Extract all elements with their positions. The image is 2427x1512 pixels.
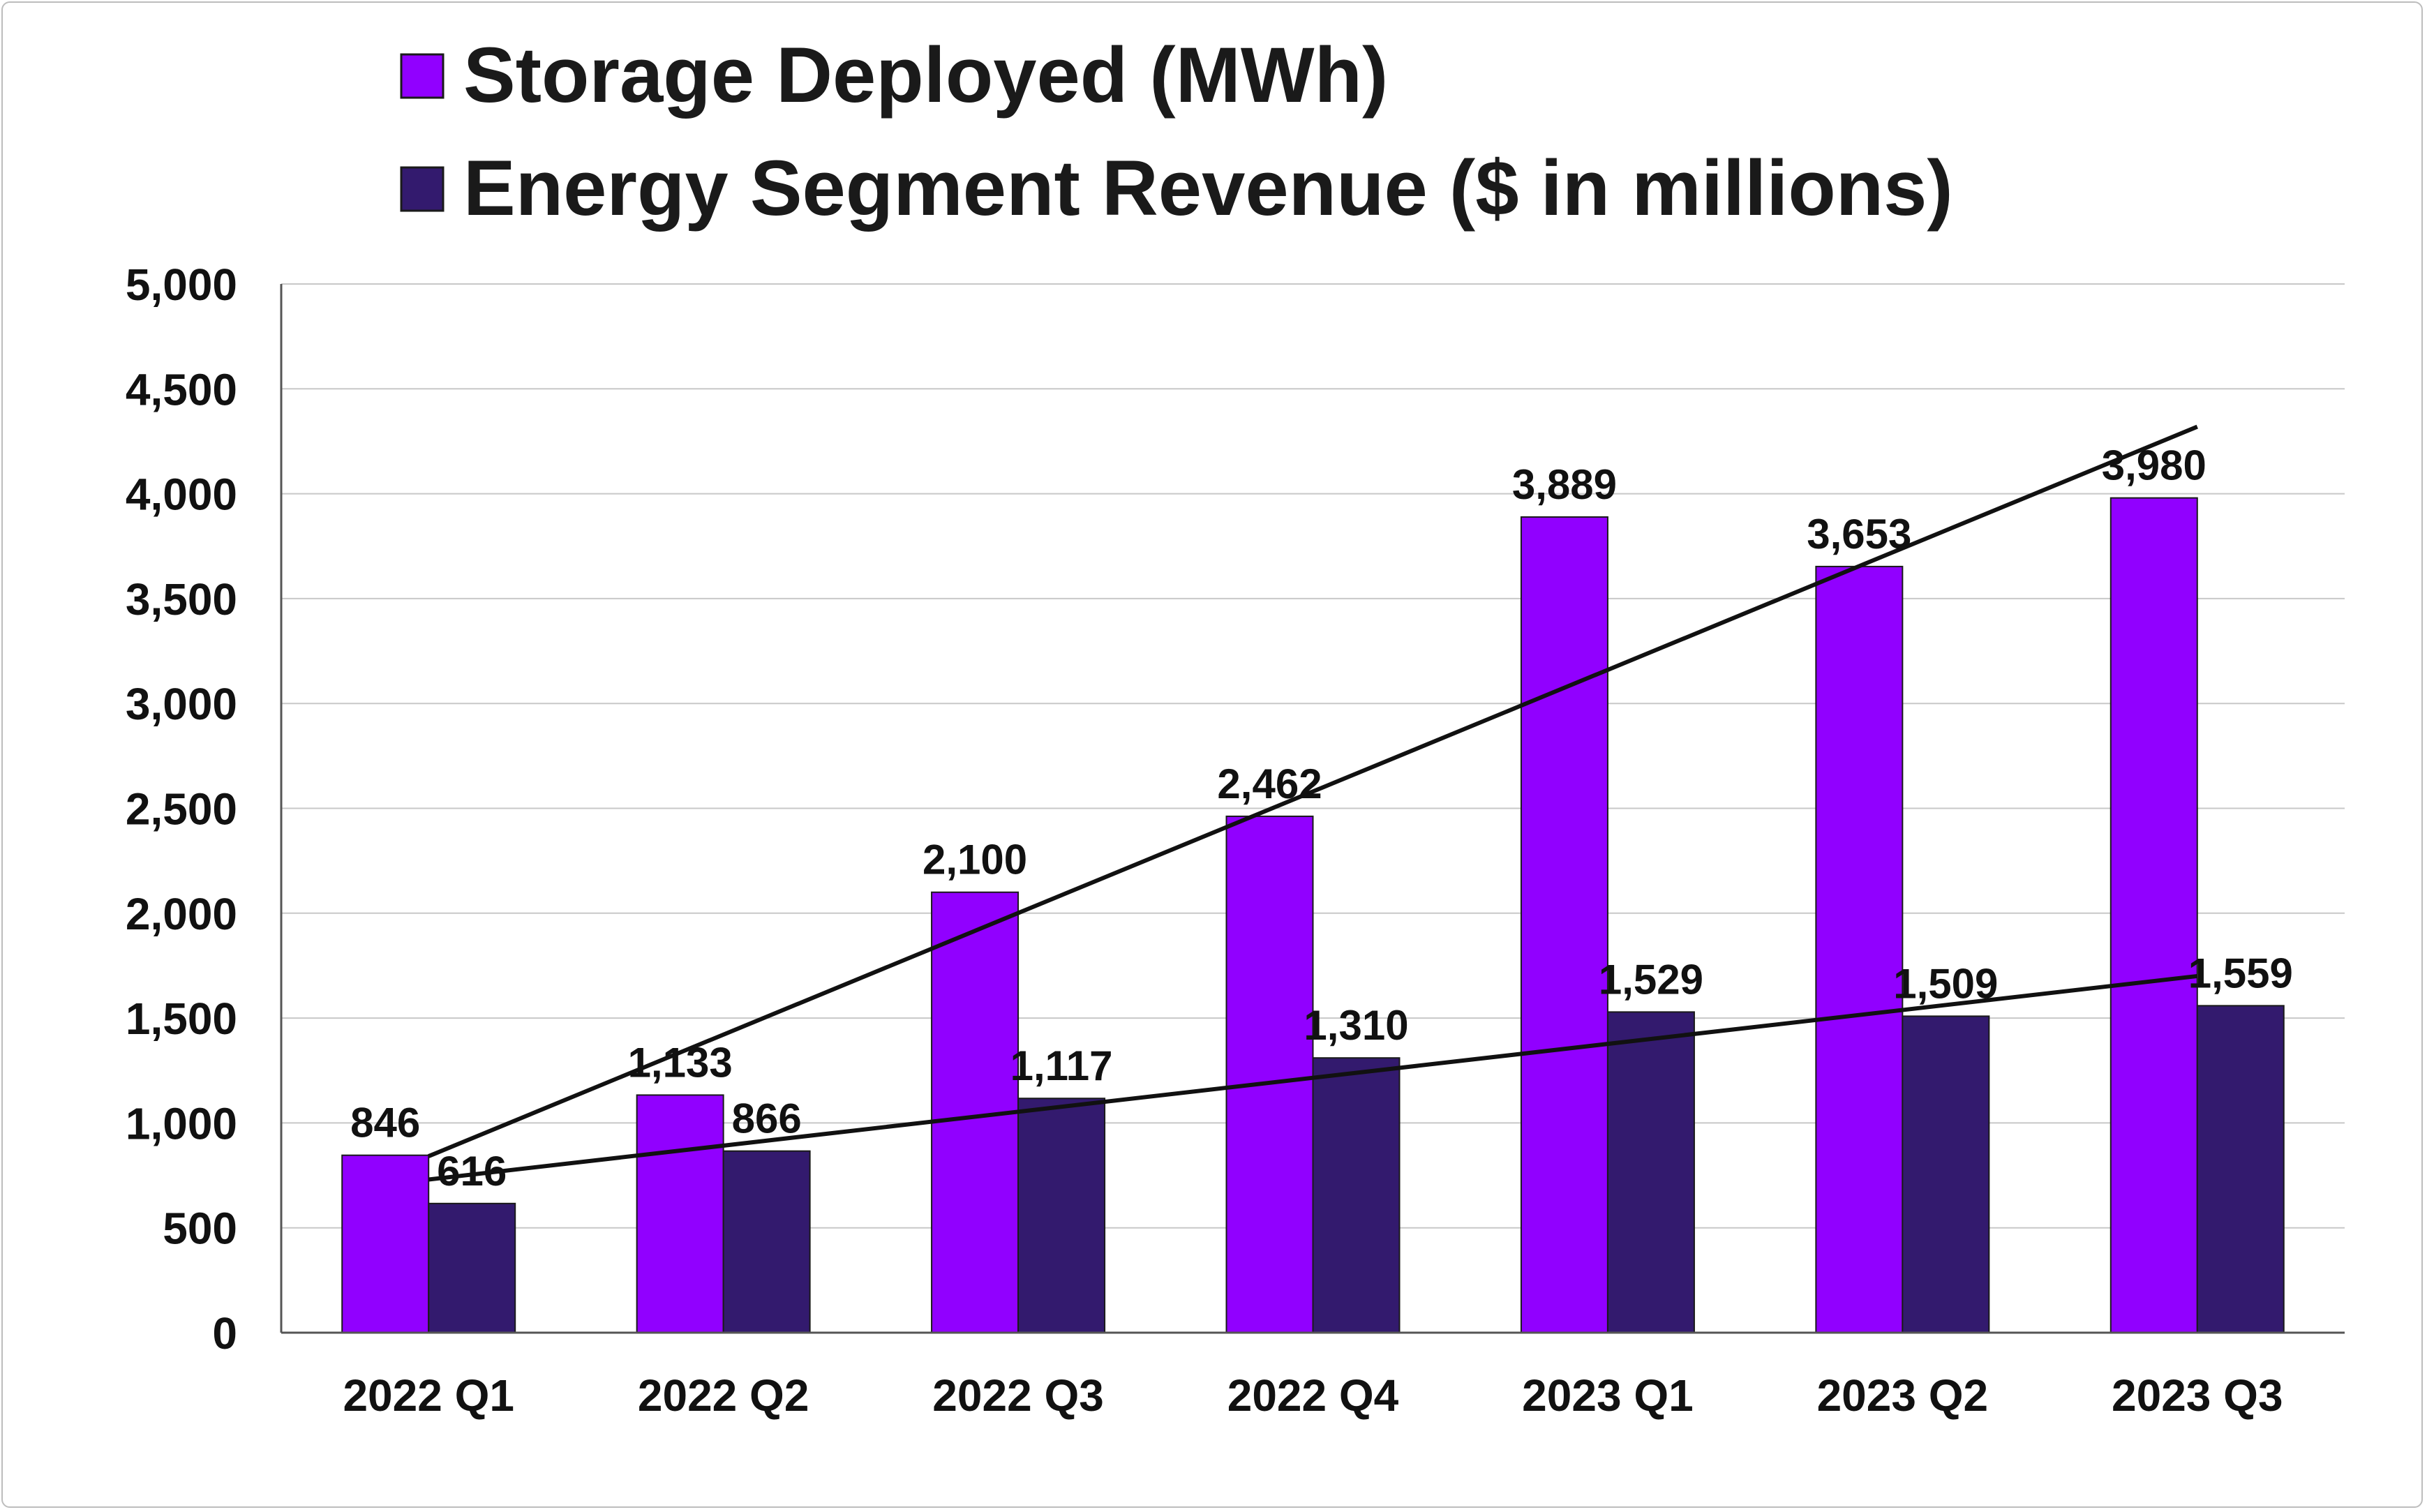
x-tick-label: 2022 Q4 <box>1227 1370 1399 1421</box>
bar-storage <box>2109 497 2198 1333</box>
y-tick-label: 3,500 <box>126 574 237 624</box>
bar-storage <box>636 1094 724 1333</box>
data-label: 866 <box>732 1095 802 1142</box>
legend-swatch <box>400 166 445 212</box>
trendlines <box>428 424 2198 1182</box>
bar-revenue <box>1312 1057 1401 1333</box>
legend-swatch <box>400 53 445 99</box>
gridlines <box>281 283 2345 1229</box>
data-labels: 846 1,133 2,100 2,462 3,889 3,653 3,980 616 866 1… <box>350 442 2293 1195</box>
x-tick-label: 2022 Q2 <box>638 1370 809 1421</box>
x-tick-label: 2023 Q3 <box>2112 1370 2283 1421</box>
y-tick-label: 4,500 <box>126 364 237 414</box>
y-tick-label: 500 <box>163 1204 237 1254</box>
bar-revenue <box>722 1150 811 1334</box>
data-label: 3,653 <box>1807 511 1911 557</box>
bar-revenue <box>1606 1011 1695 1333</box>
data-label: 1,529 <box>1599 956 1703 1003</box>
bar-revenue <box>1902 1015 1990 1334</box>
data-label: 3,889 <box>1512 461 1617 508</box>
bar-storage <box>1520 516 1608 1334</box>
bar-storage <box>341 1154 430 1333</box>
y-tick-label: 3,000 <box>126 679 237 729</box>
x-tick-label: 2023 Q2 <box>1817 1370 1989 1421</box>
legend-label: Energy Segment Revenue ($ in millions) <box>463 144 1953 232</box>
trendline-storage <box>428 424 2198 1158</box>
data-label: 2,100 <box>923 837 1027 883</box>
data-label: 846 <box>350 1100 420 1146</box>
data-label: 1,117 <box>1010 1042 1113 1089</box>
legend: Storage Deployed (MWh) Energy Segment Rev… <box>400 31 1953 232</box>
x-tick-label: 2022 Q3 <box>932 1370 1104 1421</box>
y-tick-label: 0 <box>212 1308 237 1358</box>
y-tick-label: 1,500 <box>126 994 237 1044</box>
data-label: 1,509 <box>1893 960 1998 1007</box>
bar-storage <box>1225 815 1314 1334</box>
data-label: 1,559 <box>2188 950 2293 996</box>
bars <box>341 497 2285 1334</box>
y-tick-label: 2,500 <box>126 784 237 834</box>
data-label: 1,310 <box>1304 1002 1408 1049</box>
data-label: 3,980 <box>2102 442 2206 489</box>
bar-revenue <box>2196 1005 2285 1334</box>
legend-label: Storage Deployed (MWh) <box>463 31 1388 119</box>
y-tick-label: 2,000 <box>126 889 237 939</box>
y-tick-label: 1,000 <box>126 1098 237 1148</box>
y-tick-label: 5,000 <box>126 260 237 310</box>
x-tick-label: 2022 Q1 <box>343 1370 514 1421</box>
bar-revenue <box>1017 1098 1106 1334</box>
trendline-revenue <box>428 973 2198 1182</box>
data-label: 2,462 <box>1217 761 1322 807</box>
axes: 0 500 1,000 1,500 2,000 2,500 3,000 3,500 4,000 4… <box>126 260 2345 1421</box>
data-label: 616 <box>437 1148 507 1195</box>
bar-revenue <box>428 1202 516 1334</box>
data-label: 1,133 <box>628 1039 733 1086</box>
x-tick-label: 2023 Q1 <box>1522 1370 1694 1421</box>
y-tick-label: 4,000 <box>126 470 237 520</box>
bar-storage <box>1815 565 1904 1333</box>
